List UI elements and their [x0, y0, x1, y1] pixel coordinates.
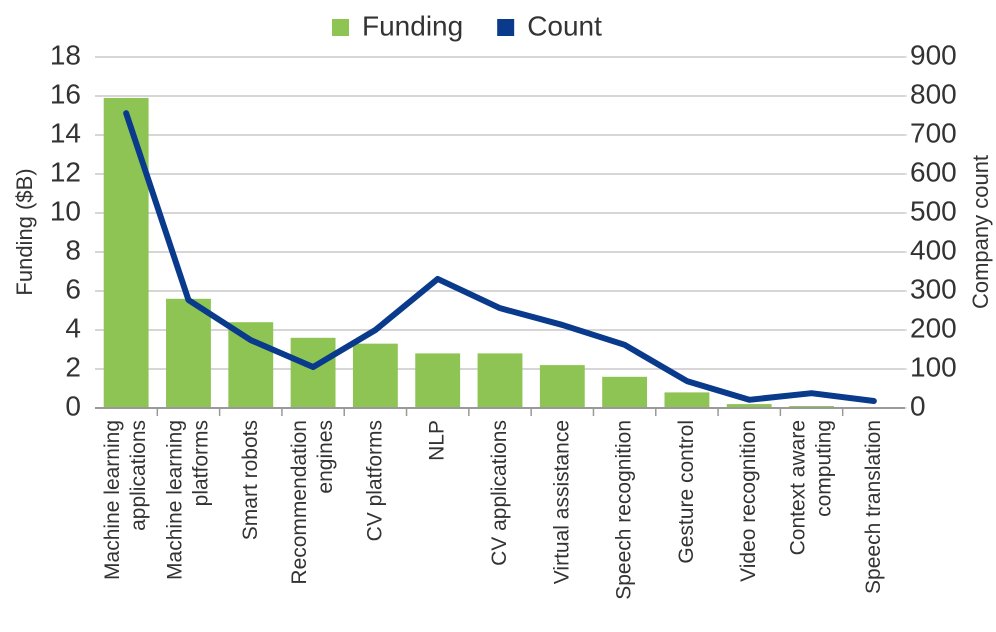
x-tick-label: Machine learning platforms — [163, 420, 212, 580]
bar — [228, 322, 274, 408]
legend-swatch — [332, 19, 349, 36]
y2-tick-label: 200 — [910, 312, 957, 343]
y2-tick-label: 800 — [910, 78, 957, 109]
x-tick-label: NLP — [425, 420, 448, 461]
bar — [103, 97, 149, 408]
bar — [477, 353, 523, 408]
y2-tick-label: 900 — [910, 39, 957, 70]
bar — [352, 343, 398, 408]
legend-label: Funding — [362, 10, 463, 41]
y2-tick-label: 100 — [910, 351, 957, 382]
x-tick-label: Smart robots — [238, 420, 261, 540]
bar — [290, 337, 336, 408]
x-tick-label: CV platforms — [363, 420, 386, 541]
y2-tick-label: 0 — [910, 390, 926, 421]
y2-tick-label: 600 — [910, 156, 957, 187]
y-tick-label: 0 — [65, 390, 81, 421]
bar — [664, 392, 710, 408]
y-axis-label: Funding ($B) — [12, 168, 37, 295]
y-tick-label: 8 — [65, 234, 81, 265]
y2-axis-label: Company count — [968, 155, 993, 309]
x-tick-label: Machine learning applications — [101, 420, 150, 580]
bar — [415, 353, 461, 408]
y-tick-label: 2 — [65, 351, 81, 382]
y-tick-label: 16 — [50, 78, 81, 109]
line — [123, 110, 877, 404]
y-tick-label: 14 — [50, 117, 81, 148]
x-tick-label: Gesture control — [674, 420, 697, 564]
x-tick-label: CV applications — [488, 420, 511, 566]
legend-label: Count — [527, 10, 602, 41]
x-tick-label: Context aware computing — [786, 420, 835, 555]
y-tick-label: 6 — [65, 273, 81, 304]
x-tick-label: Recommendation engines — [288, 420, 337, 585]
y2-tick-label: 500 — [910, 195, 957, 226]
bar — [166, 298, 211, 408]
legend-swatch — [497, 19, 515, 36]
y2-tick-label: 300 — [910, 273, 957, 304]
y-tick-label: 4 — [65, 312, 81, 343]
bar — [539, 365, 585, 408]
x-tick-label: Speech translation — [861, 420, 884, 594]
y-tick-label: 10 — [50, 195, 81, 226]
y2-tick-label: 400 — [910, 234, 957, 265]
y-tick-label: 12 — [50, 156, 81, 187]
y-tick-label: 18 — [50, 39, 81, 70]
y2-tick-label: 700 — [910, 117, 957, 148]
bar — [602, 376, 648, 408]
x-tick-label: Video recognition — [737, 420, 760, 582]
x-tick-label: Virtual assistance — [550, 420, 573, 584]
x-tick-label: Speech recognition — [612, 420, 635, 600]
bar — [726, 404, 772, 408]
